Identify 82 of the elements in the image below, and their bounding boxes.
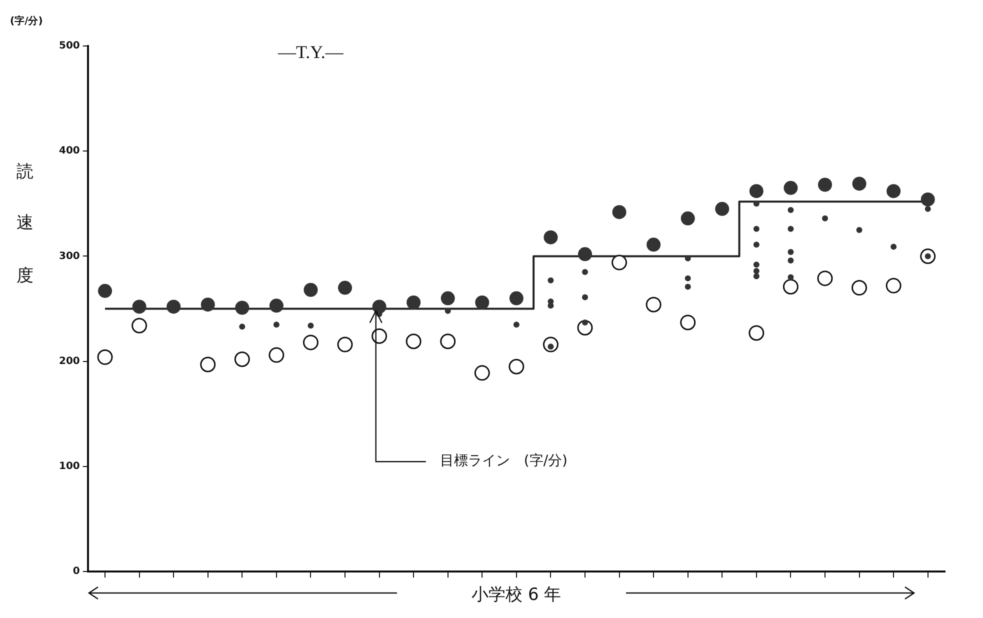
chart-title: —T.Y.— (278, 42, 344, 63)
point (132, 300, 146, 314)
y-tick-label: 0 (72, 566, 80, 578)
point (612, 254, 628, 270)
point (753, 262, 760, 268)
point (578, 247, 592, 262)
point (474, 365, 490, 381)
point (548, 277, 554, 284)
point (308, 322, 314, 329)
point (788, 274, 794, 280)
point (680, 314, 696, 330)
point (753, 200, 760, 207)
point (684, 284, 691, 290)
point (788, 206, 794, 213)
point (304, 282, 318, 297)
x-axis-title: 小学校 6 年 (472, 585, 562, 606)
point (440, 334, 456, 350)
y-tick-label: 300 (59, 250, 80, 262)
point (852, 280, 868, 296)
point (788, 226, 794, 232)
point (788, 257, 794, 264)
point (200, 356, 216, 372)
point (269, 298, 284, 313)
point (440, 291, 455, 306)
point (753, 273, 760, 280)
point (239, 324, 246, 330)
point (337, 336, 353, 352)
point (200, 298, 215, 312)
point (890, 244, 897, 250)
point (886, 278, 902, 294)
point (748, 325, 764, 341)
point (475, 295, 490, 310)
point (749, 184, 764, 198)
point (856, 226, 862, 233)
point (753, 226, 760, 232)
y-axis-title: 読速度 (14, 148, 36, 304)
point (817, 270, 833, 286)
point (582, 319, 588, 326)
point (508, 358, 524, 374)
point (338, 280, 352, 295)
point (509, 291, 524, 306)
point (753, 268, 760, 274)
point (646, 238, 661, 252)
point (513, 322, 520, 328)
text: (字/分) (10, 14, 43, 28)
point (98, 284, 112, 298)
point (818, 178, 832, 192)
annotation: 目標ライン (字/分) (440, 453, 568, 470)
point (406, 295, 421, 310)
point (302, 334, 318, 350)
y-tick-label: 500 (59, 40, 80, 52)
point (680, 211, 695, 226)
point (132, 318, 148, 334)
point (372, 328, 388, 344)
y-tick-label: 400 (59, 146, 80, 157)
point (268, 347, 284, 363)
point (234, 352, 250, 368)
point (97, 349, 113, 365)
point (273, 322, 280, 328)
point (444, 308, 451, 314)
y-tick-label: 100 (59, 461, 80, 472)
point (782, 278, 798, 294)
point (822, 215, 828, 222)
point (646, 296, 662, 312)
point (582, 269, 588, 276)
point (852, 176, 866, 191)
point (406, 334, 422, 350)
point (582, 294, 588, 300)
y-tick-label: 200 (59, 356, 80, 367)
point (920, 192, 935, 206)
point (235, 300, 250, 315)
point (544, 230, 558, 244)
point (684, 255, 691, 262)
point (753, 242, 760, 248)
point (684, 275, 691, 282)
point (715, 202, 730, 216)
point (784, 180, 798, 195)
point (166, 300, 181, 314)
point (886, 184, 901, 198)
point (788, 249, 794, 256)
point (924, 206, 931, 212)
point (612, 205, 626, 220)
